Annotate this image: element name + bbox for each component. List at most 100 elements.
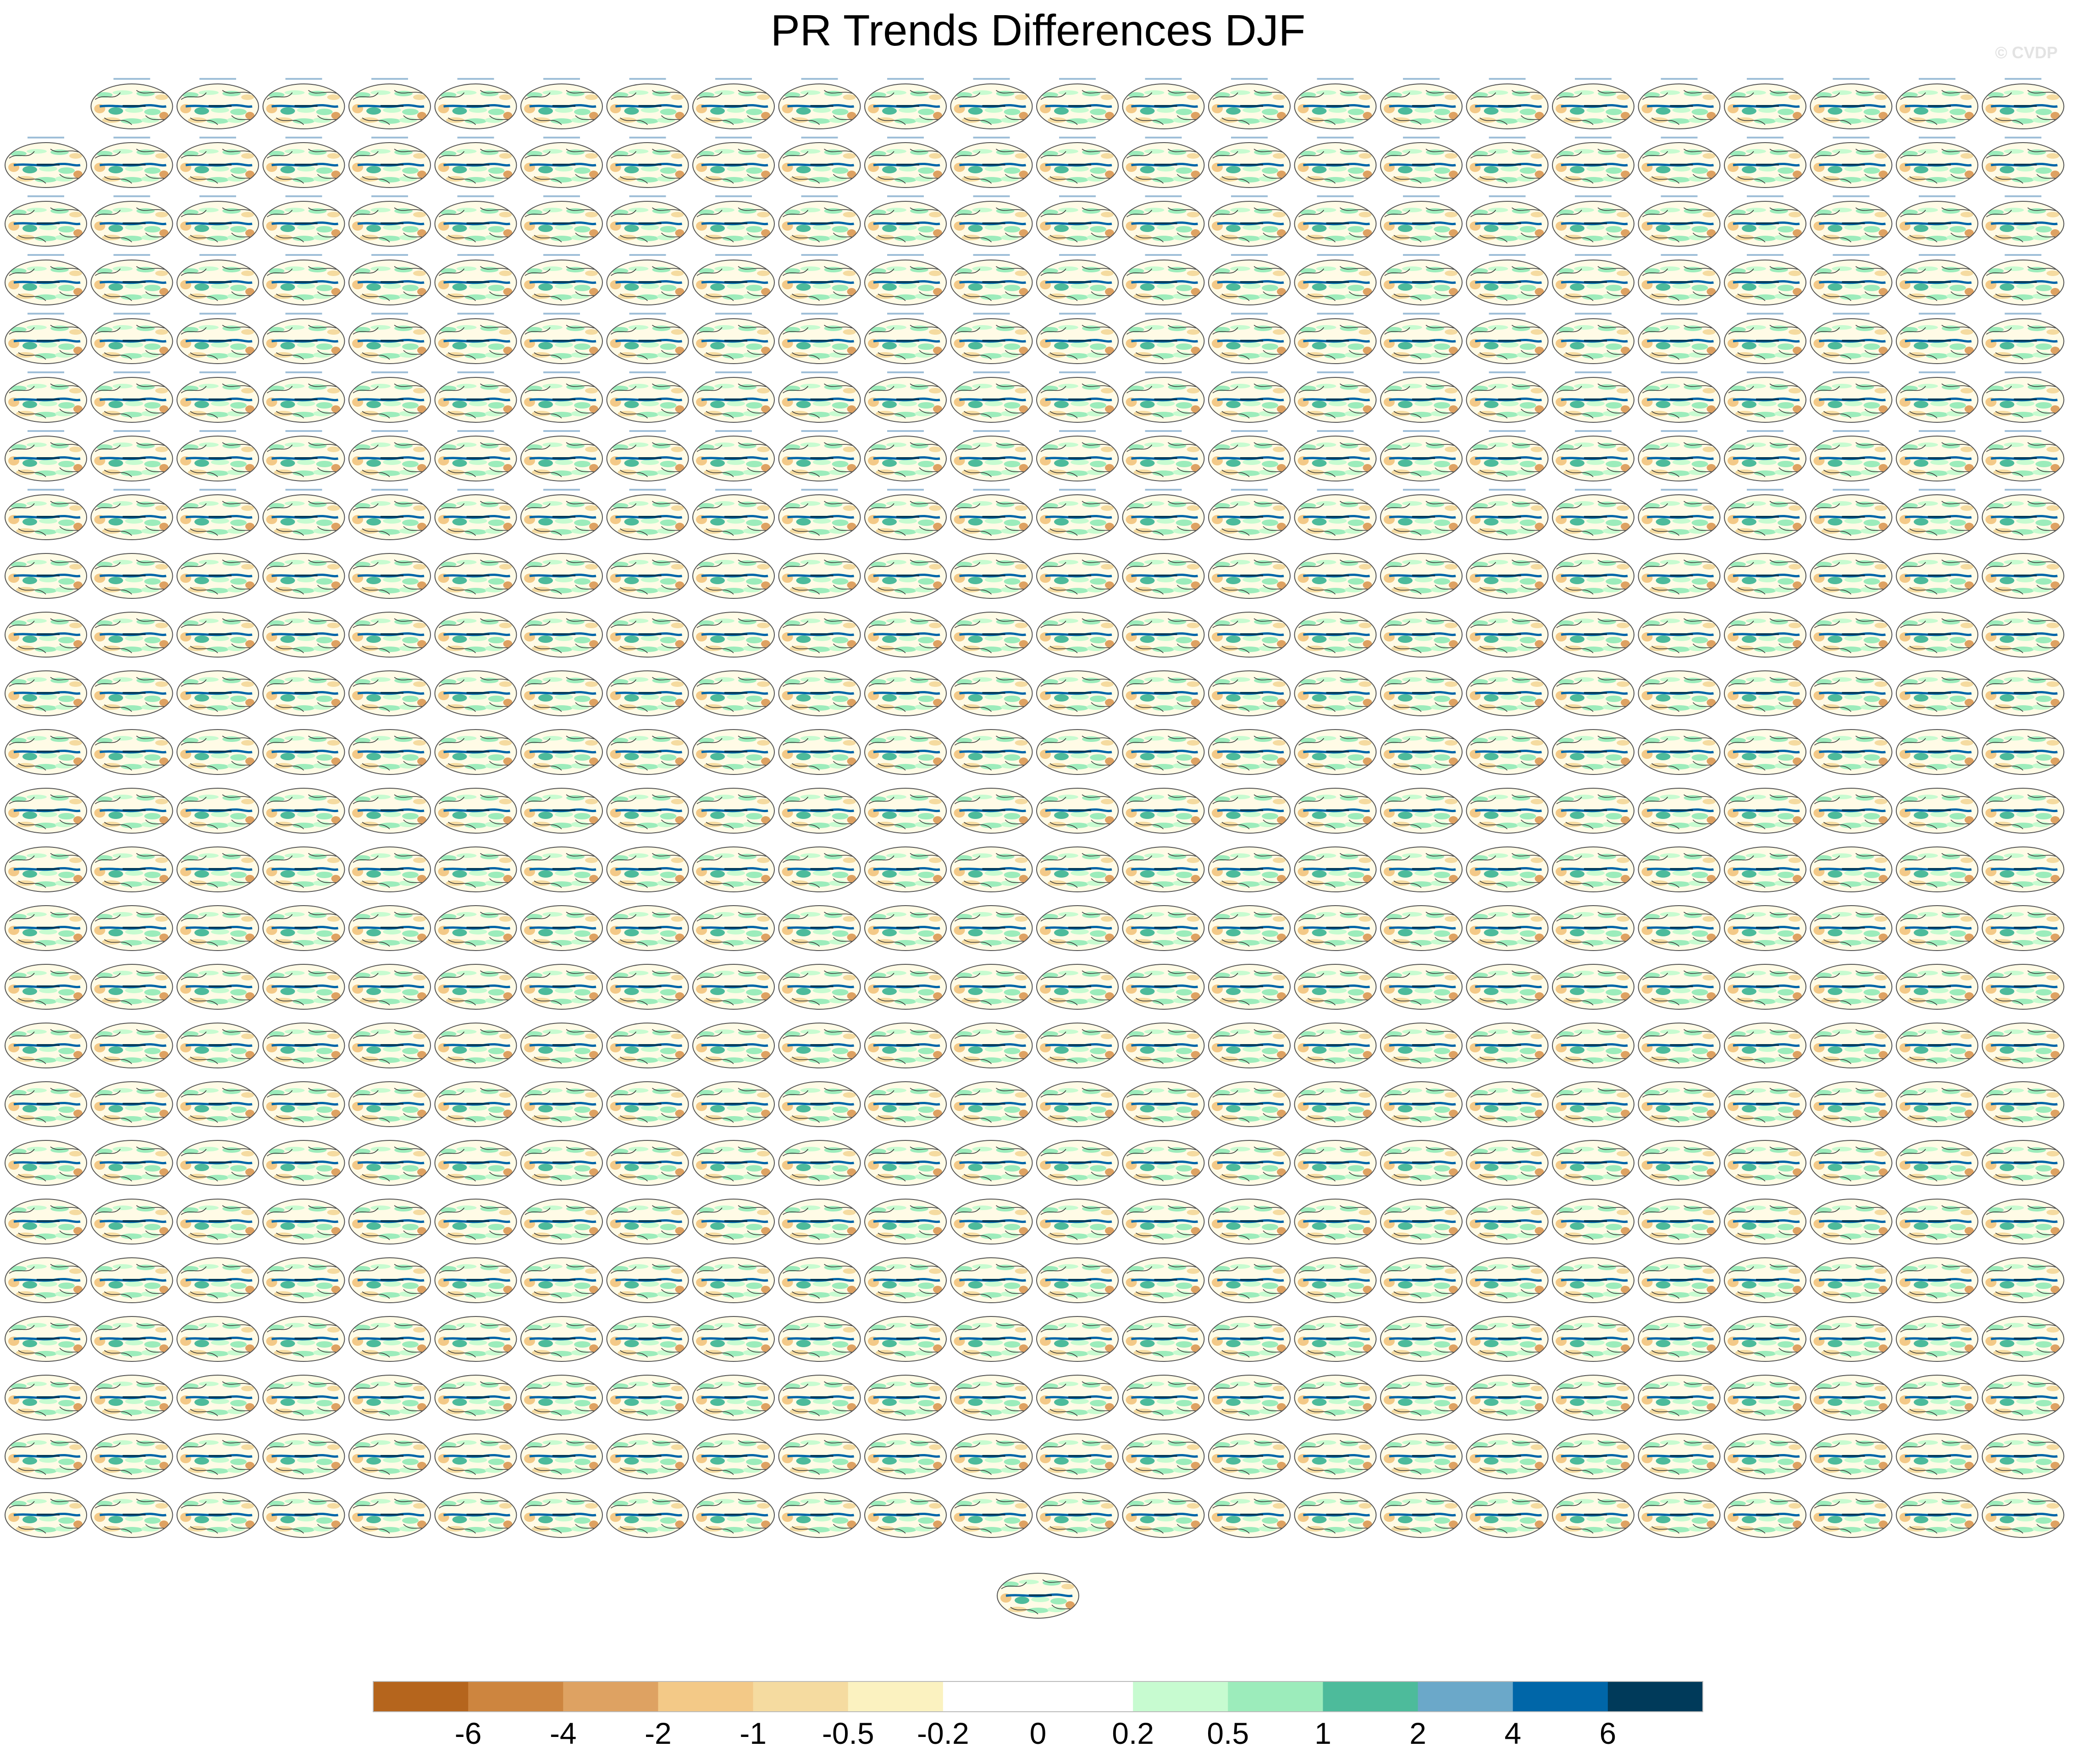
map-panel: [1638, 729, 1721, 775]
colorbar-tick-label: 4: [1504, 1716, 1521, 1750]
map-panel: [177, 1023, 259, 1068]
map-panel: [91, 788, 173, 834]
map-panel: [778, 964, 861, 1010]
panel-subtitle: [371, 195, 408, 197]
map-panel: [435, 788, 517, 834]
panel-subtitle: [199, 489, 236, 491]
panel-subtitle: [1231, 313, 1268, 315]
map-panel: [5, 201, 87, 247]
map-panel: [263, 1257, 345, 1303]
map-panel: [1552, 964, 1634, 1010]
panel-subtitle: [2004, 78, 2042, 80]
map-panel: [950, 846, 1033, 892]
map-panel: [520, 1023, 603, 1068]
panel-subtitle: [199, 430, 236, 432]
map-panel: [864, 1140, 947, 1186]
panel-subtitle: [1575, 489, 1612, 491]
map-panel: [263, 1433, 345, 1479]
map-panel: [1982, 260, 2065, 305]
map-panel: [435, 612, 517, 658]
map-panel: [348, 729, 431, 775]
panel-subtitle: [113, 195, 150, 197]
map-panel: [1208, 553, 1291, 599]
panel-subtitle: [1145, 195, 1182, 197]
map-panel: [5, 1257, 87, 1303]
map-panel: [1896, 670, 1978, 716]
map-panel: [1552, 1140, 1634, 1186]
map-panel: [950, 142, 1033, 188]
map-panel: [177, 1433, 259, 1479]
map-panel: [1036, 494, 1119, 540]
map-panel: [692, 436, 775, 481]
map-panel: [778, 670, 861, 716]
map-panel: [1208, 1023, 1291, 1068]
panel-subtitle: [199, 313, 236, 315]
map-panel: [520, 377, 603, 423]
map-panel: [692, 729, 775, 775]
map-panel: [1294, 905, 1377, 951]
map-panel: [435, 729, 517, 775]
map-panel: [1552, 83, 1634, 129]
map-panel: [950, 1023, 1033, 1068]
panel-subtitle: [1489, 489, 1526, 491]
map-panel: [177, 377, 259, 423]
map-panel: [1122, 1492, 1205, 1538]
map-panel: [1466, 1081, 1549, 1127]
map-panel: [177, 612, 259, 658]
map-panel: [997, 1573, 1079, 1619]
map-panel: [1466, 612, 1549, 658]
map-panel: [177, 201, 259, 247]
map-panel: [1810, 260, 1893, 305]
map-panel: [177, 788, 259, 834]
map-panel: [864, 494, 947, 540]
panel-subtitle: [1145, 313, 1182, 315]
map-panel: [1810, 1433, 1893, 1479]
panel-subtitle: [1833, 137, 1870, 138]
map-panel: [5, 612, 87, 658]
map-panel: [1724, 1492, 1806, 1538]
map-panel: [1294, 436, 1377, 481]
map-panel: [1724, 729, 1806, 775]
map-panel: [1122, 1433, 1205, 1479]
panel-subtitle: [887, 430, 924, 432]
map-panel: [607, 1199, 689, 1244]
colorbar-tick-label: -2: [645, 1716, 672, 1750]
map-panel: [348, 788, 431, 834]
map-panel: [1982, 1257, 2065, 1303]
map-panel: [520, 1375, 603, 1421]
map-panel: [177, 494, 259, 540]
map-panel: [91, 1199, 173, 1244]
map-panel: [520, 1199, 603, 1244]
map-panel: [177, 905, 259, 951]
map-panel: [1122, 201, 1205, 247]
map-panel: [5, 1375, 87, 1421]
map-panel: [1122, 612, 1205, 658]
map-panel: [1638, 1375, 1721, 1421]
map-panel: [1122, 260, 1205, 305]
map-panel: [1896, 1081, 1978, 1127]
map-panel: [1380, 494, 1463, 540]
panel-subtitle: [887, 78, 924, 80]
map-panel: [5, 1140, 87, 1186]
map-panel: [607, 553, 689, 599]
map-panel: [778, 553, 861, 599]
panel-subtitle: [715, 137, 752, 138]
map-panel: [1380, 553, 1463, 599]
map-panel: [950, 1257, 1033, 1303]
map-panel: [1294, 1492, 1377, 1538]
map-panel: [1122, 494, 1205, 540]
map-panel: [1810, 670, 1893, 716]
panel-subtitle: [457, 137, 494, 138]
panel-subtitle: [1747, 371, 1783, 373]
map-panel: [348, 318, 431, 364]
map-panel: [1810, 377, 1893, 423]
map-panel: [950, 553, 1033, 599]
panel-subtitle: [1919, 254, 1955, 256]
map-panel: [1208, 1433, 1291, 1479]
map-panel: [1466, 436, 1549, 481]
panel-subtitle: [1833, 78, 1870, 80]
map-panel: [5, 788, 87, 834]
map-panel: [1466, 553, 1549, 599]
map-panel: [1638, 670, 1721, 716]
panel-subtitle: [543, 254, 580, 256]
